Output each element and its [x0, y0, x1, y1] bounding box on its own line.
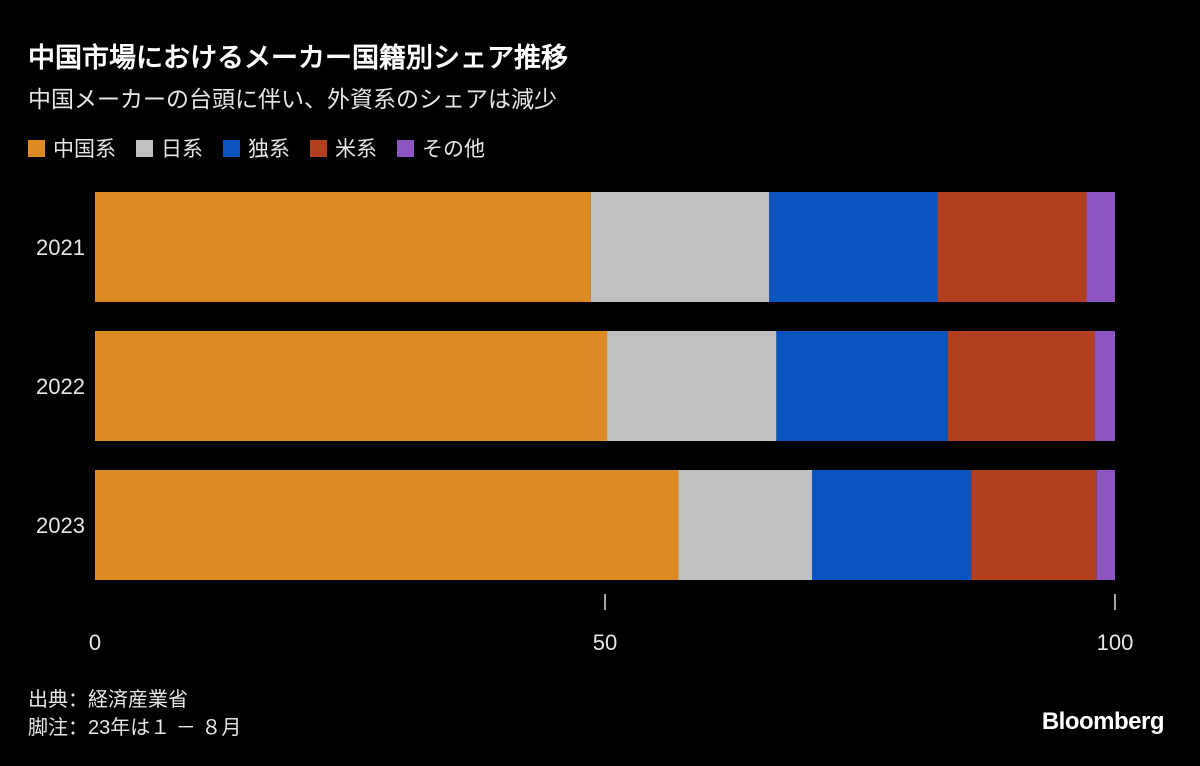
legend-swatch: [136, 139, 153, 157]
bar-segment: [812, 470, 972, 580]
legend-swatch: [223, 139, 240, 157]
bar-segment: [971, 470, 1097, 580]
legend-label: 独系: [248, 138, 290, 161]
chart-title: 中国市場におけるメーカー国籍別シェア推移: [28, 43, 568, 73]
legend-swatch: [310, 139, 327, 157]
legend-item: 米系: [310, 133, 377, 163]
bar-segment: [947, 331, 1095, 441]
bar-segment: [95, 192, 591, 302]
x-tick-label: 0: [89, 630, 101, 655]
bar-segment: [95, 470, 679, 580]
category-label: 2021: [36, 235, 85, 260]
footnote: 脚注：23年は１ － ８月: [28, 717, 242, 739]
legend-swatch: [28, 139, 45, 157]
source-note: 出典：経済産業省: [28, 689, 188, 711]
bar-segment: [776, 331, 948, 441]
legend-item: その他: [397, 133, 485, 163]
bar-segment: [1096, 470, 1115, 580]
legend-item: 中国系: [28, 133, 116, 163]
bar-segment: [1094, 331, 1115, 441]
legend-label: その他: [422, 138, 485, 161]
category-label: 2022: [36, 374, 85, 399]
bar-segment: [95, 331, 608, 441]
bar-segment: [590, 192, 770, 302]
legend-label: 米系: [335, 138, 377, 161]
x-tick-label: 100: [1097, 630, 1134, 655]
footer: 出典：経済産業省 脚注：23年は１ － ８月: [28, 686, 241, 742]
bar-segment: [1086, 192, 1115, 302]
legend-item: 日系: [136, 133, 203, 163]
bloomberg-logo: Bloomberg: [1041, 708, 1165, 735]
chart-subtitle: 中国メーカーの台頭に伴い、外資系のシェアは減少: [28, 86, 557, 112]
legend-label: 中国系: [53, 138, 116, 161]
legend-item: 独系: [223, 133, 290, 163]
bar-segment: [607, 331, 777, 441]
x-tick-label: 50: [593, 630, 617, 655]
bar-segment: [769, 192, 938, 302]
category-label: 2023: [36, 513, 85, 538]
bar-segment: [937, 192, 1087, 302]
bar-segment: [678, 470, 813, 580]
legend: 中国系 日系 独系 米系 その他: [28, 133, 485, 163]
legend-label: 日系: [161, 138, 203, 161]
legend-swatch: [397, 139, 414, 157]
